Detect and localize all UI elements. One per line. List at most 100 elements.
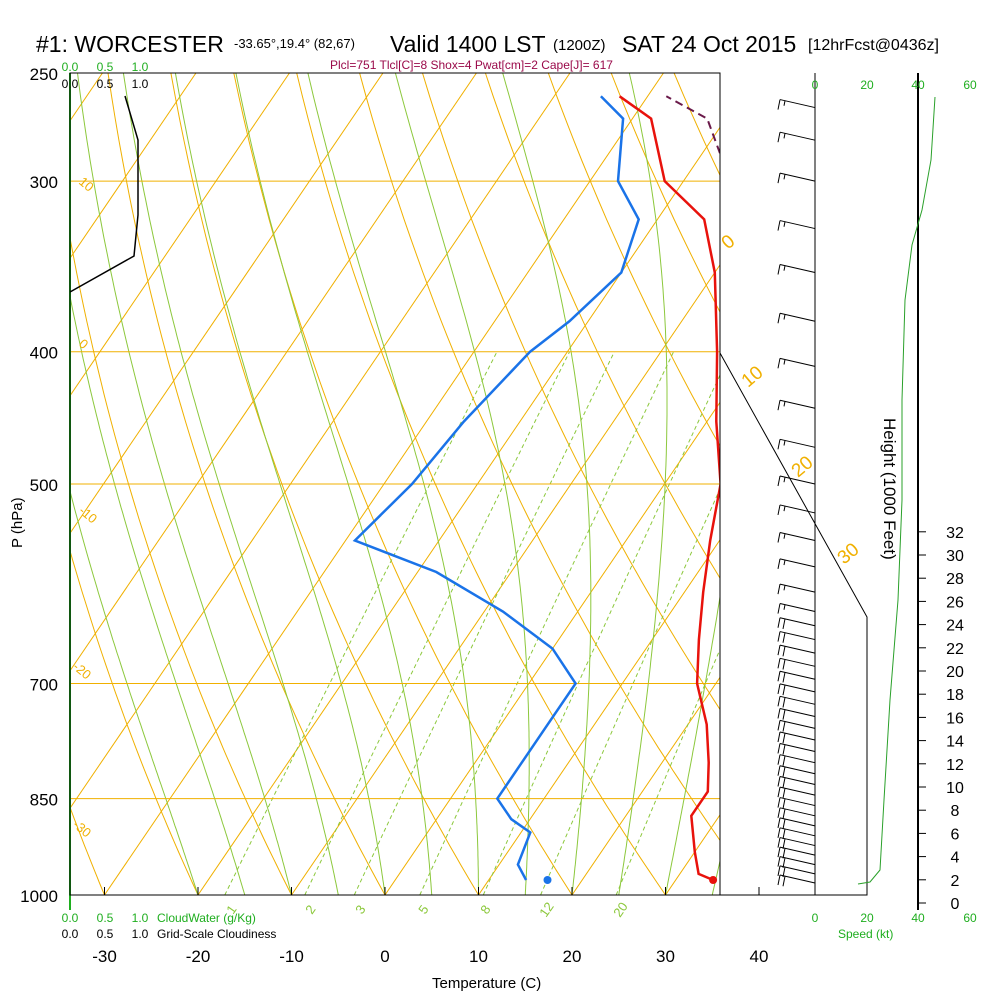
wind-barb-flag (777, 720, 781, 731)
pressure-tick-label: 1000 (20, 887, 58, 906)
wind-barb (777, 583, 816, 595)
height-tick-label: 24 (946, 618, 964, 635)
speed-top-tick: 40 (911, 78, 925, 92)
wind-barb-flag (777, 671, 781, 682)
wind-barb-flag (777, 865, 781, 876)
wind-barb-flag (782, 848, 786, 859)
cloudiness-axis-title: Grid-Scale Cloudiness (157, 927, 276, 941)
wind-barb (777, 603, 816, 614)
wind-barb-flag (777, 220, 781, 231)
moist-adiabat-line (122, 73, 339, 895)
wind-barb-flag (782, 733, 786, 744)
surface-temp-marker (709, 875, 718, 884)
wind-barb-staff (779, 817, 816, 827)
wind-barb (777, 504, 816, 516)
dry-adiabat-line (296, 73, 667, 895)
wind-barb-half (783, 559, 786, 566)
wind-barb-flag (777, 644, 781, 656)
wind-barb-flag (777, 558, 781, 569)
height-tick-label: 26 (946, 594, 964, 611)
wind-barb (777, 827, 816, 840)
cloudwater-axis-title: CloudWater (g/Kg) (157, 911, 256, 925)
wind-barb-half (783, 506, 786, 512)
pressure-tick-label: 250 (30, 65, 58, 84)
wind-barb-flag (777, 504, 781, 516)
grid-layer (70, 73, 720, 895)
height-tick-label: 14 (946, 734, 964, 751)
wind-barb (777, 707, 816, 720)
wind-barb-flag (777, 765, 781, 776)
dry-adiabat-line (170, 73, 480, 895)
wind-barb-flag (777, 837, 781, 848)
station-title: #1: WORCESTER (36, 31, 224, 57)
x-axis-title: Temperature (C) (432, 975, 541, 992)
wind-barb-flag (777, 532, 781, 543)
isotherm-line (70, 73, 197, 260)
wind-barb-flag (777, 264, 781, 275)
wind-barb-staff (779, 357, 816, 367)
wind-barb (777, 765, 816, 778)
cloudwater-top-tick: 0.5 (97, 60, 114, 74)
wind-barb-flag (777, 400, 781, 411)
wind-barb-staff (779, 695, 816, 705)
wind-barb (777, 657, 816, 670)
speed-bottom-tick: 20 (860, 911, 874, 925)
x-tick-label: -20 (186, 947, 211, 966)
wind-barb (777, 786, 816, 799)
moist-adiabat-line (502, 73, 592, 895)
isotherm-line (478, 538, 720, 895)
height-tick-label: 30 (946, 548, 964, 565)
pressure-tick-label: 850 (30, 791, 58, 810)
x-tick-label: 20 (563, 947, 582, 966)
moist-adiabat-line (235, 73, 433, 895)
y-axis-title: P (hPa) (9, 497, 26, 548)
wind-barb-staff (779, 312, 816, 322)
wind-barb-staff (779, 558, 816, 568)
cloudwater-top-tick: 1.0 (132, 60, 149, 74)
wind-barb-flag (777, 475, 781, 487)
wind-barb-flag (777, 807, 781, 818)
wind-barb-staff (779, 99, 816, 109)
cloudwater-bottom-tick: 1.0 (132, 911, 149, 925)
wind-barb (777, 807, 816, 820)
moist-adiabat-line (618, 73, 668, 895)
dry-adiabat-line (70, 235, 293, 895)
wind-barb (777, 131, 816, 143)
wind-barb-flag (777, 99, 781, 110)
wind-barb-staff (779, 707, 816, 717)
wind-barb (777, 99, 816, 110)
wind-barb-layer (777, 99, 816, 887)
wind-barb (777, 719, 816, 732)
wind-barb (777, 797, 816, 809)
series-layer (352, 95, 720, 884)
wind-barb-flag (782, 646, 786, 657)
cloudiness-bottom-tick: 0.5 (97, 927, 114, 941)
wind-barb (777, 817, 816, 830)
wind-barb-flag (782, 798, 786, 809)
wind-barb (777, 846, 816, 859)
height-tick-label: 28 (946, 571, 964, 588)
wind-barb-half (783, 221, 786, 227)
speed-axis-title: Speed (kt) (838, 927, 893, 941)
wind-barb-flag (777, 173, 781, 184)
valid-date: SAT 24 Oct 2015 (622, 31, 796, 57)
wind-barb-half (783, 265, 786, 271)
wind-barb-flag (782, 697, 786, 708)
cloudiness-bottom-tick: 0.0 (62, 927, 79, 941)
wind-barb (777, 865, 816, 878)
wind-barb-flag (782, 709, 786, 720)
moist-adiabat-line (174, 73, 386, 895)
dry-adiabat-line (107, 73, 386, 895)
height-tick-label: 4 (951, 850, 960, 867)
moist-adiabat-line (665, 594, 720, 895)
wind-barb (777, 837, 816, 849)
wind-barb-staff (779, 865, 816, 875)
mixing-label: 20 (610, 899, 631, 919)
cloudiness-bottom-tick: 1.0 (132, 927, 149, 941)
wind-barb (777, 312, 816, 324)
wind-barb-flag (777, 696, 781, 707)
dry-adiabat-line (233, 73, 573, 895)
wind-barb-flag (777, 731, 781, 743)
